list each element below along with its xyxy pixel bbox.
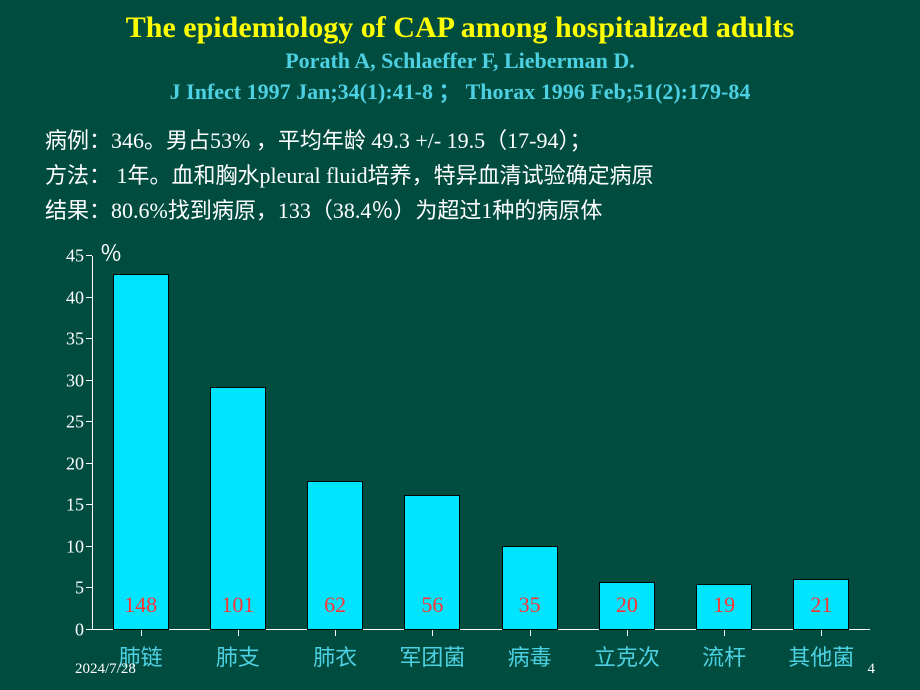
- bar-count-label: 56: [421, 592, 443, 618]
- slide-container: The epidemiology of CAP among hospitaliz…: [0, 0, 920, 690]
- y-tick-mark: [86, 504, 92, 505]
- y-tick-label: 45: [66, 246, 84, 267]
- x-category-label: 流杆: [702, 640, 746, 672]
- bars-region: 148肺链101肺支62肺衣56军团菌35病毒20立克次19流杆21其他菌: [92, 256, 870, 630]
- y-tick-label: 40: [66, 287, 84, 308]
- x-tick-mark: [141, 630, 142, 636]
- y-tick-mark: [86, 338, 92, 339]
- y-tick-mark: [86, 255, 92, 256]
- x-tick-mark: [724, 630, 725, 636]
- bar: [113, 274, 169, 630]
- y-tick-label: 35: [66, 329, 84, 350]
- title-authors: Porath A, Schlaeffer F, Lieberman D.: [30, 48, 890, 74]
- y-tick-label: 25: [66, 412, 84, 433]
- title-main: The epidemiology of CAP among hospitaliz…: [30, 10, 890, 46]
- y-tick-label: 15: [66, 495, 84, 516]
- body-line-results: 结果：80.6%找到病原，133（38.4％）为超过1种的病原体: [45, 194, 890, 227]
- y-tick-mark: [86, 587, 92, 588]
- x-category-label: 肺支: [216, 640, 260, 672]
- bar-count-label: 19: [713, 592, 735, 618]
- bar-slot: 20立克次: [578, 256, 675, 630]
- y-tick-mark: [86, 629, 92, 630]
- y-tick-label: 20: [66, 453, 84, 474]
- bar-chart: ％ 148肺链101肺支62肺衣56军团菌35病毒20立克次19流杆21其他菌 …: [40, 244, 880, 670]
- y-tick-mark: [86, 463, 92, 464]
- bar-slot: 56军团菌: [384, 256, 481, 630]
- bar-count-label: 20: [616, 592, 638, 618]
- x-tick-mark: [335, 630, 336, 636]
- x-category-label: 病毒: [508, 640, 552, 672]
- body-line-cases: 病例：346。男占53% ，平均年龄 49.3 +/- 19.5（17-94）；: [45, 124, 890, 157]
- chart-plot-area: 148肺链101肺支62肺衣56军团菌35病毒20立克次19流杆21其他菌 05…: [92, 256, 870, 630]
- bar-count-label: 35: [519, 592, 541, 618]
- bar-count-label: 62: [324, 592, 346, 618]
- bar-count-label: 21: [810, 592, 832, 618]
- x-category-label: 军团菌: [399, 640, 465, 672]
- bar-slot: 19流杆: [676, 256, 773, 630]
- bar-slot: 35病毒: [481, 256, 578, 630]
- y-tick-mark: [86, 421, 92, 422]
- bar-count-label: 101: [221, 592, 254, 618]
- x-tick-mark: [530, 630, 531, 636]
- x-tick-mark: [627, 630, 628, 636]
- body-line-methods: 方法： 1年。血和胸水pleural fluid培养，特异血清试验确定病原: [45, 159, 890, 192]
- x-category-label: 肺衣: [313, 640, 357, 672]
- title-citation: J Infect 1997 Jan;34(1):41-8 ； Thorax 19…: [30, 74, 890, 106]
- body-text: 病例：346。男占53% ，平均年龄 49.3 +/- 19.5（17-94）；…: [30, 124, 890, 229]
- y-tick-mark: [86, 297, 92, 298]
- y-tick-label: 30: [66, 370, 84, 391]
- footer-date: 2024/7/28: [75, 661, 136, 678]
- x-category-label: 其他菌: [788, 640, 854, 672]
- x-tick-mark: [432, 630, 433, 636]
- y-tick-label: 10: [66, 536, 84, 557]
- footer-page-number: 4: [868, 661, 876, 678]
- bar-slot: 21其他菌: [773, 256, 870, 630]
- bar-slot: 101肺支: [189, 256, 286, 630]
- x-category-label: 立克次: [594, 640, 660, 672]
- bar-slot: 62肺衣: [287, 256, 384, 630]
- y-tick-mark: [86, 380, 92, 381]
- bar-count-label: 148: [124, 592, 157, 618]
- x-tick-mark: [821, 630, 822, 636]
- y-tick-label: 0: [75, 620, 84, 641]
- bar-slot: 148肺链: [92, 256, 189, 630]
- y-tick-label: 5: [75, 578, 84, 599]
- y-tick-mark: [86, 546, 92, 547]
- x-tick-mark: [238, 630, 239, 636]
